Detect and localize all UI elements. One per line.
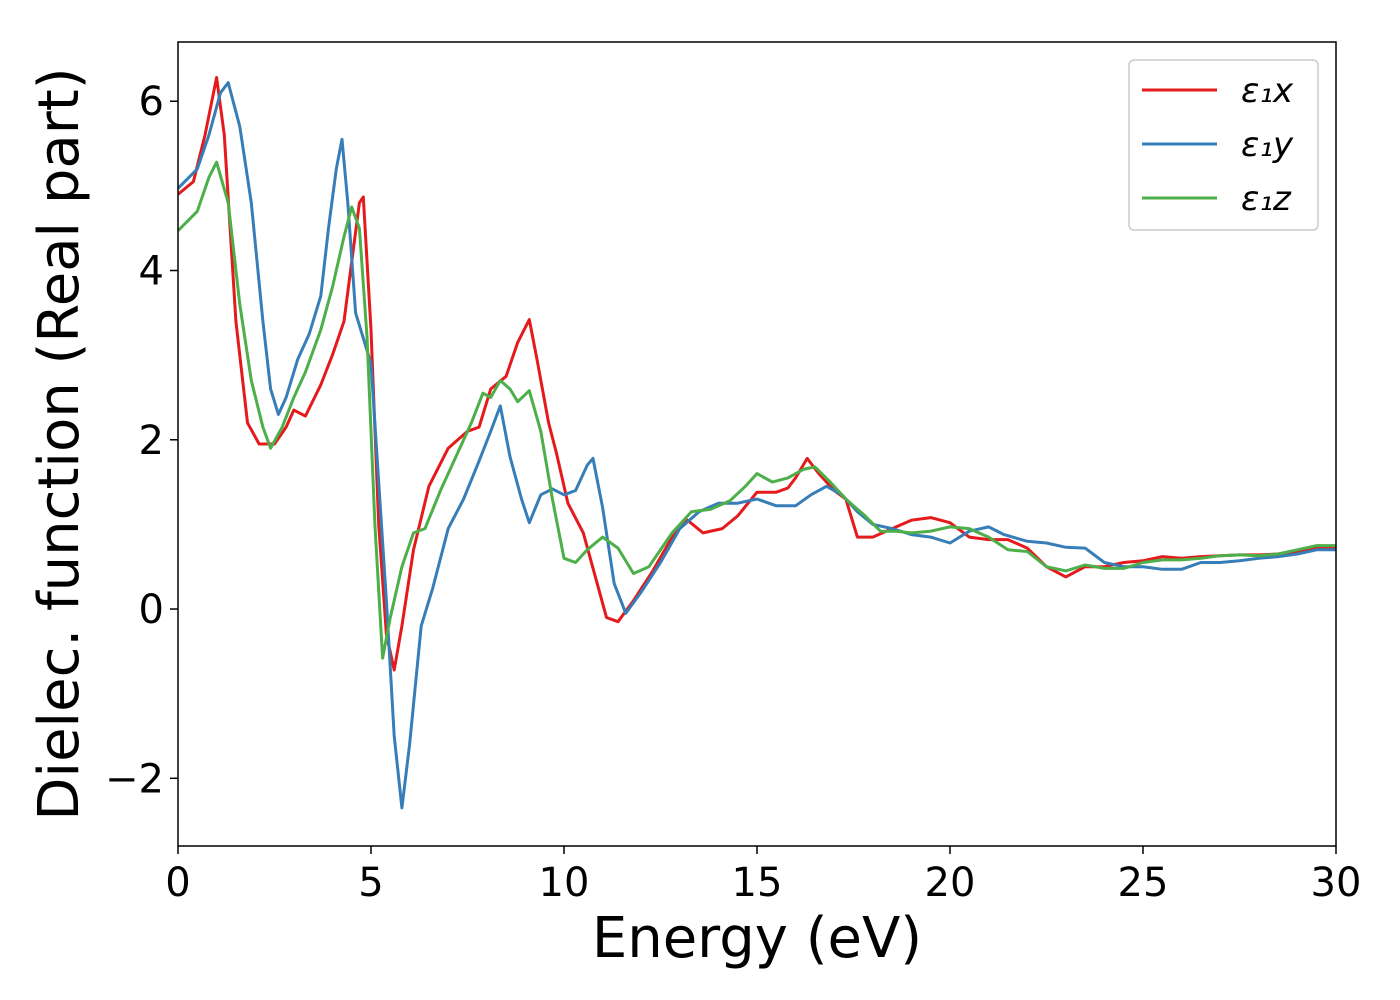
x-tick-label: 0	[165, 860, 190, 906]
y-tick-label: 4	[139, 249, 164, 295]
x-tick-label: 15	[732, 860, 783, 906]
x-tick-label: 10	[539, 860, 590, 906]
series-lines	[178, 76, 1336, 810]
y-tick-label: 6	[139, 79, 164, 125]
y-axis-ticks: −2 0 2 4 6	[105, 79, 178, 802]
x-tick-label: 30	[1311, 860, 1362, 906]
series-line-2	[178, 81, 1336, 810]
x-tick-label: 5	[358, 860, 383, 906]
y-tick-label: −2	[105, 756, 164, 802]
series-line-3	[178, 160, 1336, 660]
legend: ε₁x ε₁y ε₁z	[1128, 59, 1319, 231]
legend-label: ε₁x	[1241, 71, 1294, 111]
x-tick-label: 25	[1118, 860, 1169, 906]
y-tick-label: 0	[139, 587, 164, 633]
legend-label: ε₁z	[1241, 179, 1292, 219]
legend-label: ε₁y	[1241, 125, 1294, 165]
y-tick-label: 2	[139, 418, 164, 464]
y-axis-label: Dielec. function (Real part)	[27, 67, 92, 820]
x-axis-label: Energy (eV)	[592, 906, 922, 971]
x-tick-label: 20	[925, 860, 976, 906]
x-axis-ticks: 0 5 10 15 20 25 30	[165, 846, 1361, 906]
legend-box	[1128, 59, 1319, 231]
